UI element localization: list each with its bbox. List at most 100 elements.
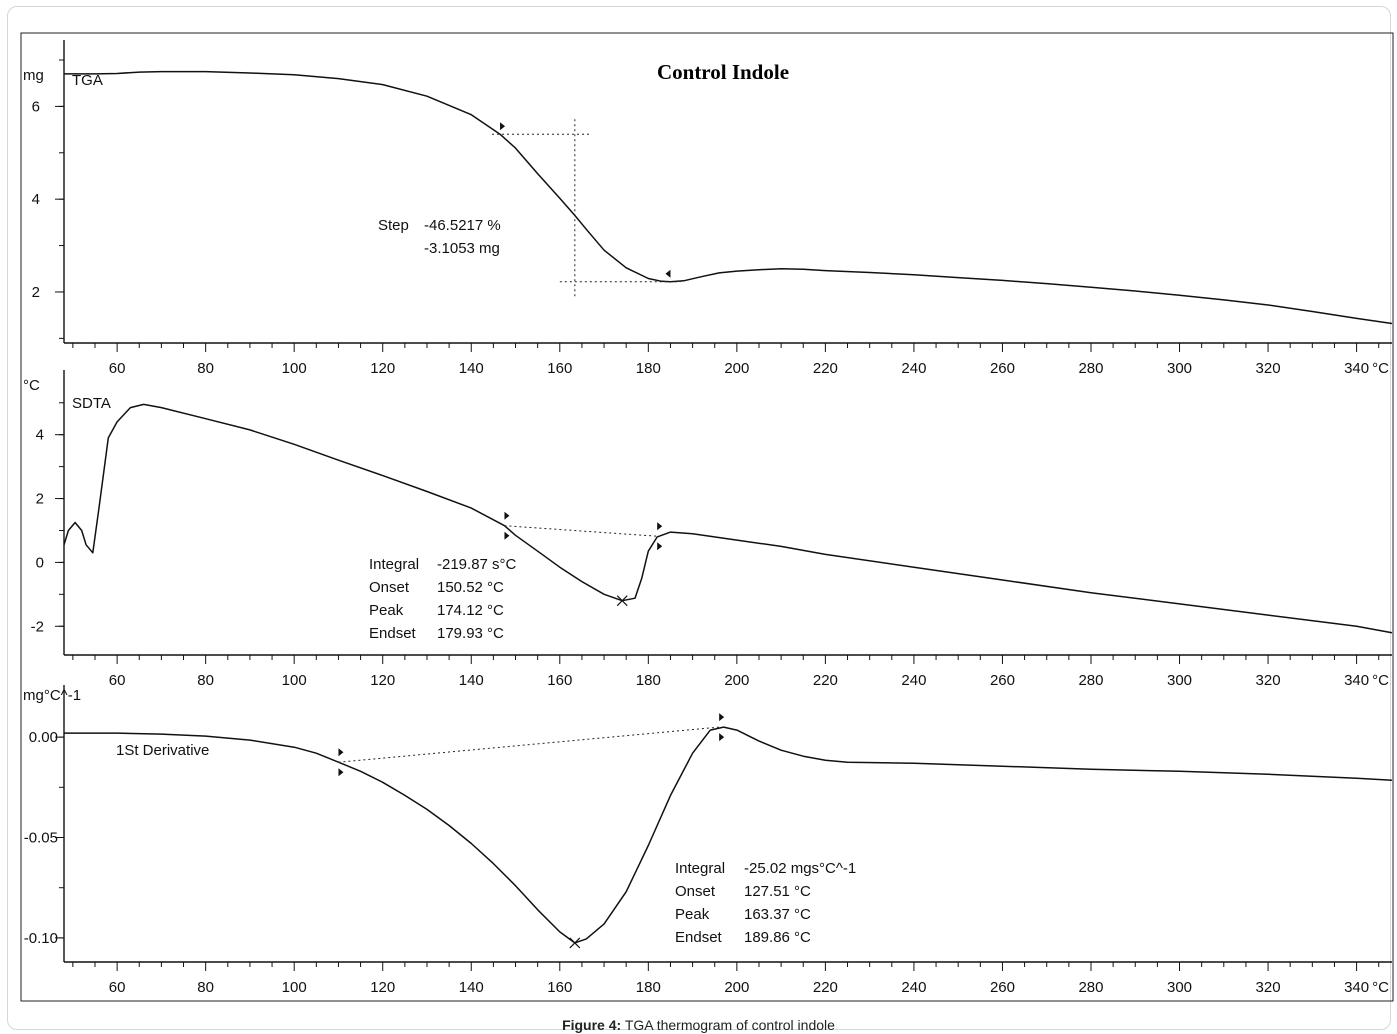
tga-x-tick-label: 60 xyxy=(109,360,126,377)
chart-title: Control Indole xyxy=(657,60,789,84)
tga-curve xyxy=(64,70,1393,325)
tga-step-end-marker xyxy=(665,269,671,278)
1st-derivative-integral-value: -25.02 mgs°C^-1 xyxy=(744,860,856,877)
tga-series-label: TGA xyxy=(72,72,103,89)
tga-y-tick-label: 6 xyxy=(32,98,40,115)
sdta-y-tick-label: -2 xyxy=(31,618,44,635)
caption-label: Figure 4: xyxy=(562,1017,622,1033)
tga-x-tick-label: 160 xyxy=(547,360,572,377)
sdta-peak-value: 174.12 °C xyxy=(437,602,504,619)
sdta-x-tick-label: 320 xyxy=(1256,672,1281,689)
1st-derivative-peak-marker xyxy=(569,937,581,949)
sdta-x-tick-label: 100 xyxy=(282,672,307,689)
1st-derivative-x-tick-label: 120 xyxy=(370,979,395,996)
sdta-y-unit: °C xyxy=(23,377,40,394)
1st-derivative-baseline xyxy=(338,726,720,763)
tga-x-tick-label: 300 xyxy=(1167,360,1192,377)
tga-x-tick-label: 80 xyxy=(197,360,214,377)
1st-derivative-curve xyxy=(64,726,1393,944)
sdta-x-tick-label: 300 xyxy=(1167,672,1192,689)
sdta-x-tick-label: 140 xyxy=(459,672,484,689)
tga-x-tick-label: 200 xyxy=(724,360,749,377)
1st-derivative-x-tick-label: 60 xyxy=(109,979,126,996)
sdta-y-tick-label: 0 xyxy=(36,554,44,571)
sdta-x-unit: °C xyxy=(1372,672,1389,689)
sdta-endset-label: Endset xyxy=(369,625,417,642)
sdta-peak-label: Peak xyxy=(369,602,404,619)
tga-x-tick-label: 340 xyxy=(1344,360,1369,377)
tga-x-tick-label: 100 xyxy=(282,360,307,377)
sdta-baseline-marker xyxy=(657,522,663,531)
sdta-x-tick-label: 260 xyxy=(990,672,1015,689)
1st-derivative-y-tick-label: -0.10 xyxy=(24,930,58,947)
1st-derivative-onset-label: Onset xyxy=(675,883,716,900)
sdta-series-label: SDTA xyxy=(72,395,111,412)
sdta-x-tick-label: 60 xyxy=(109,672,126,689)
sdta-baseline-marker xyxy=(657,542,663,551)
tga-x-tick-label: 180 xyxy=(636,360,661,377)
1st-derivative-x-tick-label: 80 xyxy=(197,979,214,996)
1st-derivative-y-tick-label: -0.05 xyxy=(24,830,58,847)
tga-x-unit: °C xyxy=(1372,360,1389,377)
tga-step-percent: -46.5217 % xyxy=(424,217,501,234)
1st-derivative-x-tick-label: 100 xyxy=(282,979,307,996)
sdta-baseline-marker xyxy=(504,511,510,520)
1st-derivative-x-tick-label: 240 xyxy=(901,979,926,996)
sdta-baseline xyxy=(504,525,658,537)
1st-derivative-x-tick-label: 160 xyxy=(547,979,572,996)
sdta-onset-value: 150.52 °C xyxy=(437,579,504,596)
sdta-x-tick-label: 340 xyxy=(1344,672,1369,689)
sdta-baseline-marker xyxy=(504,531,510,540)
tga-x-tick-label: 260 xyxy=(990,360,1015,377)
tga-step-mass: -3.1053 mg xyxy=(424,240,500,257)
sdta-x-tick-label: 80 xyxy=(197,672,214,689)
1st-derivative-series-label: 1St Derivative xyxy=(116,742,209,759)
sdta-peak-marker xyxy=(616,595,628,607)
tga-y-unit: mg xyxy=(23,67,44,84)
1st-derivative-peak-value: 163.37 °C xyxy=(744,906,811,923)
figure-frame xyxy=(7,6,1391,1030)
1st-derivative-x-tick-label: 200 xyxy=(724,979,749,996)
1st-derivative-baseline-marker xyxy=(719,733,725,742)
1st-derivative-x-tick-label: 180 xyxy=(636,979,661,996)
sdta-integral-value: -219.87 s°C xyxy=(437,556,517,573)
1st-derivative-onset-value: 127.51 °C xyxy=(744,883,811,900)
plot-border xyxy=(20,32,1394,1002)
1st-derivative-x-tick-label: 280 xyxy=(1078,979,1103,996)
sdta-x-tick-label: 120 xyxy=(370,672,395,689)
sdta-endset-value: 179.93 °C xyxy=(437,625,504,642)
1st-derivative-baseline-marker xyxy=(338,768,344,777)
caption-text: TGA thermogram of control indole xyxy=(624,1017,835,1033)
sdta-x-tick-label: 220 xyxy=(813,672,838,689)
sdta-y-tick-label: 4 xyxy=(36,427,44,444)
sdta-x-tick-label: 200 xyxy=(724,672,749,689)
sdta-integral-label: Integral xyxy=(369,556,419,573)
1st-derivative-x-tick-label: 220 xyxy=(813,979,838,996)
1st-derivative-integral-label: Integral xyxy=(675,860,725,877)
sdta-x-tick-label: 160 xyxy=(547,672,572,689)
tga-x-tick-label: 280 xyxy=(1078,360,1103,377)
1st-derivative-x-tick-label: 340 xyxy=(1344,979,1369,996)
tga-y-tick-label: 4 xyxy=(32,191,40,208)
sdta-y-tick-label: 2 xyxy=(36,491,44,508)
sdta-x-tick-label: 180 xyxy=(636,672,661,689)
1st-derivative-baseline-marker xyxy=(719,713,725,722)
1st-derivative-y-unit: mg°C^-1 xyxy=(23,687,81,704)
1st-derivative-endset-label: Endset xyxy=(675,929,723,946)
tga-y-tick-label: 2 xyxy=(32,284,40,301)
1st-derivative-x-tick-label: 140 xyxy=(459,979,484,996)
tga-x-tick-label: 240 xyxy=(901,360,926,377)
1st-derivative-peak-label: Peak xyxy=(675,906,710,923)
1st-derivative-y-tick-label: 0.00 xyxy=(29,729,58,746)
1st-derivative-x-tick-label: 300 xyxy=(1167,979,1192,996)
sdta-x-tick-label: 240 xyxy=(901,672,926,689)
1st-derivative-x-unit: °C xyxy=(1372,979,1389,996)
tga-step-label: Step xyxy=(378,217,409,234)
tga-step-start-marker xyxy=(500,122,506,131)
tga-x-tick-label: 320 xyxy=(1256,360,1281,377)
tga-x-tick-label: 120 xyxy=(370,360,395,377)
sdta-onset-label: Onset xyxy=(369,579,410,596)
1st-derivative-endset-value: 189.86 °C xyxy=(744,929,811,946)
sdta-curve xyxy=(63,403,1393,634)
1st-derivative-baseline-marker xyxy=(338,748,344,757)
